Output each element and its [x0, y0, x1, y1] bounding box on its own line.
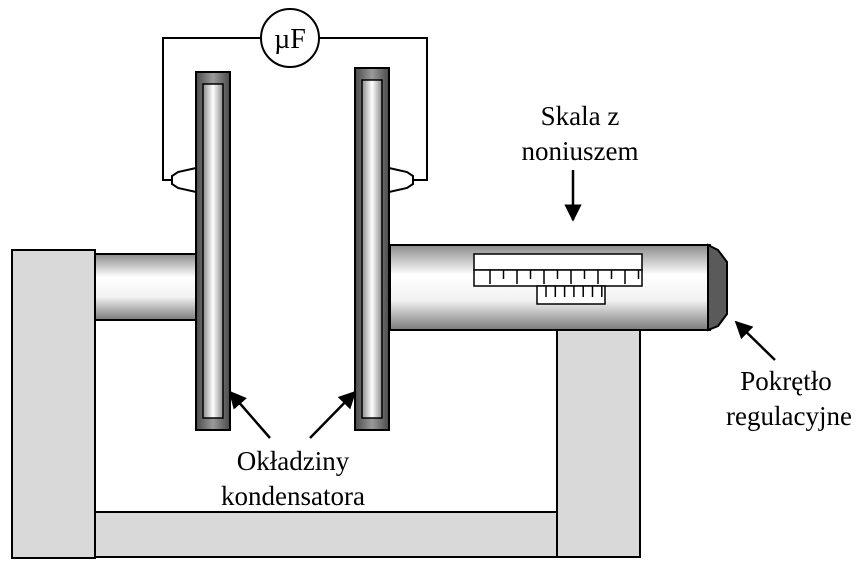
- label-knob-line1: Pokrętło: [740, 366, 832, 396]
- adjustment-knob: [707, 243, 728, 332]
- terminal-left: [171, 166, 197, 194]
- frame-right-support: [556, 329, 641, 558]
- label-scale-line2: noniuszem: [522, 136, 639, 166]
- arrows: [228, 170, 776, 439]
- arrow-plate-left: [228, 390, 271, 439]
- label-knob-line2: regulacyjne: [726, 401, 852, 431]
- label-plates-line1: Okładziny: [237, 446, 350, 476]
- vernier-scale: [473, 253, 643, 305]
- arrow-knob: [734, 320, 776, 361]
- arrow-plate-right: [309, 390, 357, 439]
- capacitor-plate-left: [195, 71, 231, 431]
- terminal-right: [388, 166, 414, 194]
- frame-left-block: [11, 249, 96, 559]
- capacitance-meter: µF: [260, 8, 320, 68]
- left-rod: [94, 253, 198, 321]
- frame-base-bar: [94, 511, 558, 558]
- label-scale-line1: Skala z: [541, 101, 620, 131]
- label-plates-line2: kondensatora: [221, 481, 365, 511]
- meter-label: µF: [274, 24, 306, 55]
- capacitor-plate-right: [354, 67, 390, 431]
- wiring: [162, 37, 428, 181]
